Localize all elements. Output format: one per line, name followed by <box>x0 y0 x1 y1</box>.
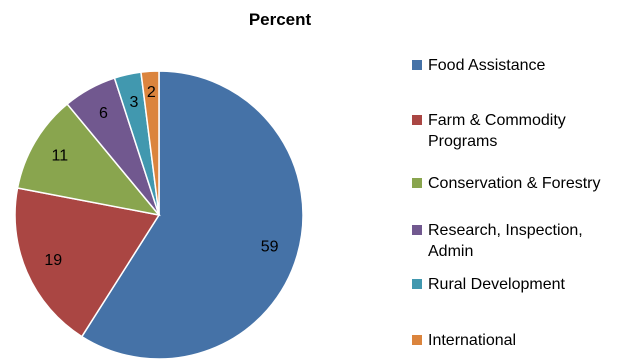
slice-value-label: 6 <box>99 105 108 122</box>
slice-value-label: 3 <box>129 94 138 111</box>
legend-item: Food Assistance <box>412 55 618 76</box>
slice-value-label: 19 <box>44 252 62 269</box>
legend-item: Rural Development <box>412 274 618 295</box>
legend-swatch <box>412 279 422 289</box>
legend-label: Rural Development <box>428 274 618 295</box>
legend-label: Research, Inspection, Admin <box>428 220 618 262</box>
legend-swatch <box>412 60 422 70</box>
legend-label-line: Admin <box>428 243 474 260</box>
slice-value-label: 2 <box>147 84 156 101</box>
legend-item: Conservation & Forestry <box>412 173 618 194</box>
pie-slice-1 <box>80 70 304 360</box>
pie-slice-6 <box>140 70 160 216</box>
legend-label: Farm & Commodity Programs <box>428 110 618 152</box>
legend-label-line: International <box>428 332 517 349</box>
legend-item: International <box>412 330 618 351</box>
legend-label-line: Farm & Commodity <box>428 112 566 129</box>
slice-value-label: 11 <box>51 148 68 165</box>
legend-label-line: Programs <box>428 133 498 150</box>
legend-swatch <box>412 335 422 345</box>
legend-label-line: Conservation & Forestry <box>428 175 601 192</box>
legend-swatch <box>412 115 422 125</box>
legend-label: Food Assistance <box>428 55 618 76</box>
legend-label: International <box>428 330 618 351</box>
legend-label-line: Research, Inspection, <box>428 222 583 239</box>
legend-item: Farm & Commodity Programs <box>412 110 618 152</box>
legend-label: Conservation & Forestry <box>428 173 618 194</box>
legend-label-line: Food Assistance <box>428 57 546 74</box>
legend-item: Research, Inspection, Admin <box>412 220 618 262</box>
chart-title: Percent <box>248 10 312 29</box>
legend-swatch <box>412 225 422 235</box>
pie-slice-2 <box>14 187 161 338</box>
pie-slice-3 <box>16 102 161 217</box>
slice-value-label: 59 <box>261 238 279 255</box>
legend-label-line: Rural Development <box>428 276 565 293</box>
legend-swatch <box>412 178 422 188</box>
